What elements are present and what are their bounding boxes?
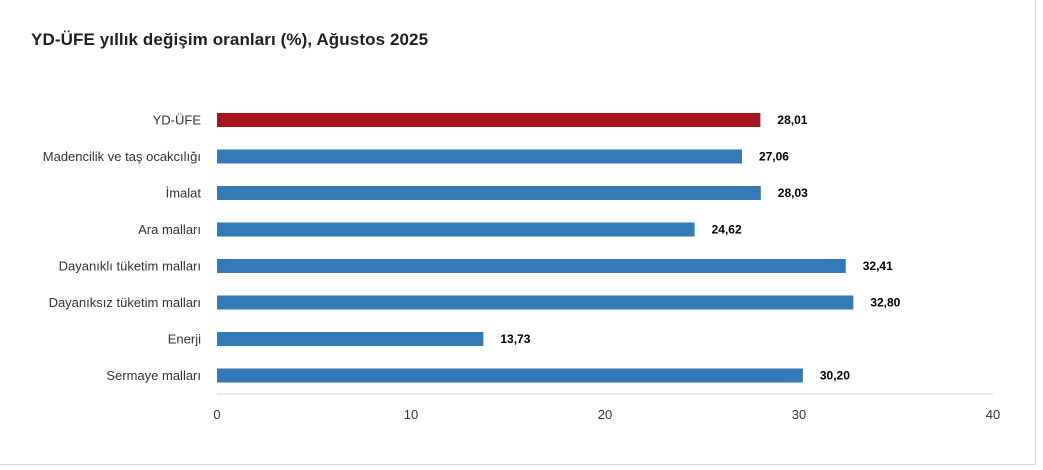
x-tick-label: 10 bbox=[404, 407, 418, 422]
bar bbox=[217, 295, 854, 310]
bar bbox=[217, 259, 846, 273]
bar bbox=[217, 368, 803, 383]
x-tick-label: 20 bbox=[598, 407, 612, 422]
category-label: Sermaye malları bbox=[106, 368, 201, 383]
bar bbox=[217, 149, 742, 164]
data-label: 28,01 bbox=[777, 113, 807, 127]
category-label: Madencilik ve taş ocakcılığı bbox=[43, 149, 201, 164]
bar bbox=[217, 113, 761, 127]
data-label: 24,62 bbox=[712, 223, 742, 237]
bar bbox=[217, 186, 761, 200]
x-tick-label: 30 bbox=[792, 407, 806, 422]
data-label: 32,80 bbox=[870, 296, 900, 310]
data-label: 28,03 bbox=[778, 186, 808, 200]
chart-title: YD-ÜFE yıllık değişim oranları (%), Ağus… bbox=[31, 30, 429, 49]
data-label: 30,20 bbox=[820, 369, 850, 383]
data-label: 32,41 bbox=[863, 259, 893, 273]
data-label: 13,73 bbox=[500, 332, 530, 346]
category-label: Enerji bbox=[168, 332, 201, 347]
bar bbox=[217, 222, 695, 237]
bar bbox=[217, 332, 484, 346]
category-label: Ara malları bbox=[138, 222, 201, 237]
category-label: YD-ÜFE bbox=[153, 113, 202, 128]
data-label: 27,06 bbox=[759, 150, 789, 164]
category-label: İmalat bbox=[166, 186, 202, 201]
category-label: Dayanıksız tüketim malları bbox=[49, 295, 201, 310]
category-label: Dayanıklı tüketim malları bbox=[59, 259, 201, 274]
x-tick-label: 0 bbox=[213, 407, 220, 422]
x-tick-label: 40 bbox=[986, 407, 1000, 422]
